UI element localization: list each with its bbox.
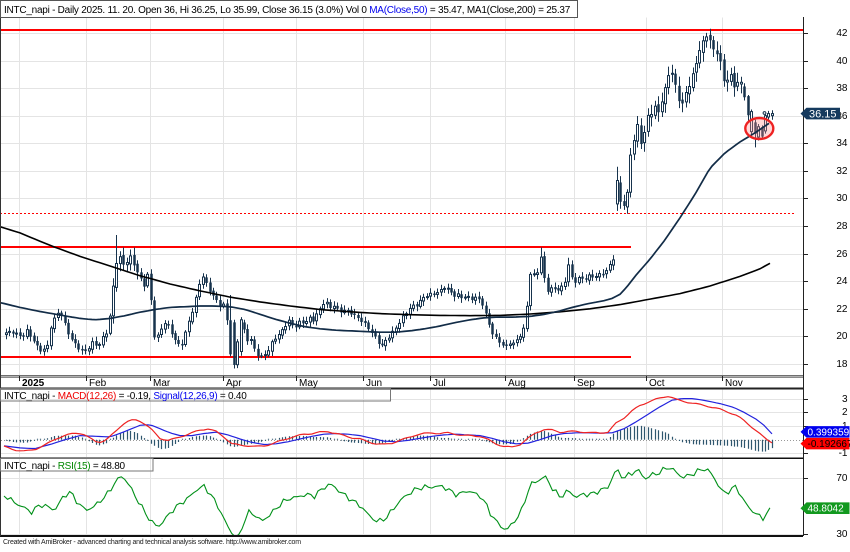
svg-text:INTC_napi - RSI(15) = 48.80: INTC_napi - RSI(15) = 48.80 — [4, 461, 126, 472]
svg-text:42: 42 — [836, 28, 848, 39]
svg-text:Jul: Jul — [433, 378, 446, 389]
svg-text:Sep: Sep — [577, 378, 595, 389]
svg-text:Jun: Jun — [366, 378, 382, 389]
svg-text:30: 30 — [836, 193, 848, 204]
svg-text:26: 26 — [836, 249, 848, 260]
svg-text:24: 24 — [836, 276, 848, 287]
svg-text:2025: 2025 — [22, 378, 45, 389]
svg-text:22: 22 — [836, 304, 848, 315]
svg-text:Apr: Apr — [226, 378, 242, 389]
svg-text:18: 18 — [836, 359, 848, 370]
svg-text:INTC_napi - Daily 2025. 11. 20: INTC_napi - Daily 2025. 11. 20. Open 36,… — [4, 5, 571, 16]
svg-text:28: 28 — [836, 221, 848, 232]
svg-text:INTC_napi - MACD(12,26) = -0.1: INTC_napi - MACD(12,26) = -0.19, Signal(… — [4, 391, 247, 402]
svg-text:38: 38 — [836, 83, 848, 94]
svg-text:34: 34 — [836, 138, 848, 149]
svg-text:20: 20 — [836, 331, 848, 342]
svg-text:May: May — [299, 378, 318, 389]
svg-text:Aug: Aug — [508, 378, 526, 389]
svg-text:0.399359: 0.399359 — [808, 427, 850, 438]
svg-text:-0.192667: -0.192667 — [808, 439, 850, 450]
svg-text:36.15: 36.15 — [809, 109, 837, 121]
svg-text:30: 30 — [836, 529, 848, 540]
svg-text:Mar: Mar — [153, 378, 171, 389]
svg-text:3: 3 — [842, 394, 848, 405]
svg-text:32: 32 — [836, 166, 848, 177]
svg-text:Nov: Nov — [725, 378, 743, 389]
svg-text:2: 2 — [842, 407, 848, 418]
svg-text:40: 40 — [836, 56, 848, 67]
svg-text:48.8042: 48.8042 — [808, 504, 845, 515]
svg-text:70: 70 — [836, 473, 848, 484]
svg-text:Feb: Feb — [89, 378, 107, 389]
svg-text:Created with AmiBroker - advan: Created with AmiBroker - advanced charti… — [3, 539, 301, 546]
svg-text:Oct: Oct — [649, 378, 665, 389]
